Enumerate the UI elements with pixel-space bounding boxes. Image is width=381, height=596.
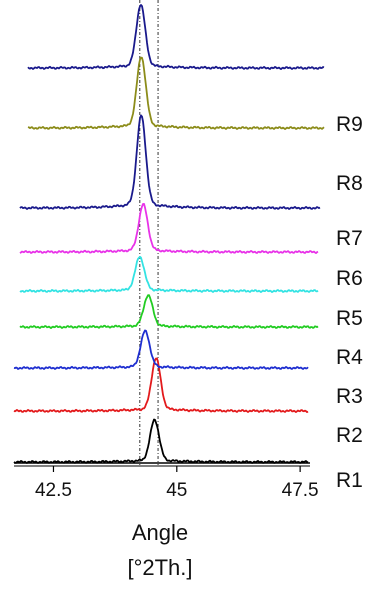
series-trace-r3 (13, 329, 309, 370)
series-label-r8: R8 (336, 172, 363, 195)
series-trace-r8 (27, 56, 325, 130)
series-label-r3: R3 (336, 385, 363, 408)
x-axis-unit: [°2Th.] (127, 555, 192, 580)
series-labels: R1 R2 R3 R4 R5 R6 R7 R8 R9 (336, 113, 363, 492)
series-trace-r5 (19, 255, 319, 293)
series-label-r7: R7 (336, 227, 363, 250)
reference-lines (139, 0, 159, 465)
series-trace-r9 (27, 4, 325, 70)
series-traces (13, 4, 325, 464)
x-tick-label: 42.5 (35, 480, 72, 501)
x-axis (14, 462, 310, 467)
series-label-r4: R4 (336, 346, 363, 369)
series-trace-r6 (19, 203, 319, 254)
series-trace-r2 (13, 357, 309, 413)
series-label-r1: R1 (336, 469, 363, 492)
x-tick-label: 47.5 (282, 480, 319, 501)
series-label-r6: R6 (336, 267, 363, 290)
series-trace-r4 (19, 294, 319, 329)
series-trace-r1 (13, 418, 309, 464)
series-trace-r7 (19, 114, 321, 210)
x-tick-label: 45 (166, 480, 187, 501)
x-axis-title: Angle (132, 520, 188, 545)
series-label-r5: R5 (336, 307, 363, 330)
series-label-r9: R9 (336, 113, 363, 136)
series-label-r2: R2 (336, 424, 363, 447)
x-ticks: 42.5 45 47.5 (35, 466, 319, 501)
